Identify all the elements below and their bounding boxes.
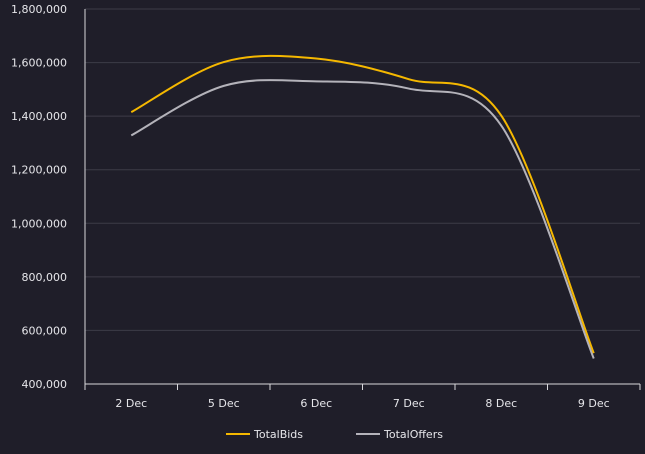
- y-tick-label: 600,000: [22, 324, 68, 337]
- series-line-totaloffers: [130, 79, 595, 359]
- x-tick-label: 5 Dec: [208, 397, 240, 410]
- x-tick-label: 6 Dec: [300, 397, 332, 410]
- y-tick-label: 400,000: [22, 378, 68, 391]
- x-tick-label: 2 Dec: [115, 397, 147, 410]
- y-tick-label: 1,200,000: [11, 164, 67, 177]
- y-tick-label: 1,000,000: [11, 217, 67, 230]
- y-tick-label: 1,800,000: [11, 3, 67, 16]
- x-axis: 2 Dec 5 Dec 6 Dec 7 Dec 8 Dec 9 Dec: [84, 9, 641, 410]
- legend-label: TotalOffers: [383, 428, 443, 441]
- legend-item-totaloffers[interactable]: TotalOffers: [356, 428, 443, 441]
- legend[interactable]: TotalBids TotalOffers: [226, 428, 443, 441]
- x-tick-label: 7 Dec: [393, 397, 425, 410]
- y-tick-label: 800,000: [22, 271, 68, 284]
- series-line-totalbids: [130, 54, 595, 354]
- y-axis: 400,000 600,000 800,000 1,000,000 1,200,000 1…: [11, 3, 67, 391]
- x-tick-label: 8 Dec: [485, 397, 517, 410]
- legend-label: TotalBids: [253, 428, 303, 441]
- y-tick-label: 1,400,000: [11, 110, 67, 123]
- series-lines: [130, 54, 595, 359]
- x-tick-label: 9 Dec: [578, 397, 610, 410]
- y-tick-label: 1,600,000: [11, 57, 67, 70]
- gridlines: [85, 8, 640, 331]
- legend-item-totalbids[interactable]: TotalBids: [226, 428, 303, 441]
